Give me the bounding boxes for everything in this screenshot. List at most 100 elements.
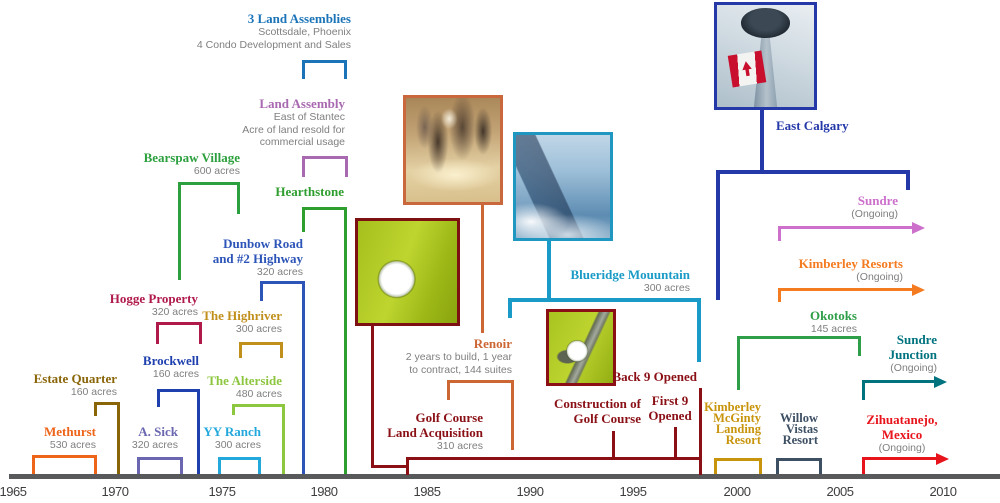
estate-quarter-label-line-1: 160 acres [70,386,117,398]
okotoks-bracket-left-leg [737,336,740,390]
axis-year-1975: 1975 [208,484,236,499]
kimberley-mcginty-bracket-top [714,458,762,461]
sundre-junction-arrow-line [862,380,934,383]
sundre-label-line-0: Sundre [857,193,898,208]
methurst-label: Methurst 530 acres [44,424,96,452]
back9-label: Back 9 Opened [612,369,697,384]
methurst-label-line-1: 530 acres [49,439,96,451]
methurst-label-line-0: Methurst [44,424,96,439]
willow-vistas-label-line-2: Resort [782,433,818,447]
brockwell-label-line-1: 160 acres [152,368,199,380]
methurst-bracket-right-leg [94,455,97,474]
yy-ranch-bracket-left-leg [218,457,221,474]
yy-ranch-bracket-right-leg [258,457,261,474]
alterside-label-line-0: The Alterside [207,373,282,388]
dunbow-bracket-left-leg [260,281,263,301]
sundre-arrow-leg [778,226,781,241]
land-assembly-label-line-1: East of Stantec [273,111,345,123]
three-land-assemblies-bracket-right-leg [344,60,347,79]
methurst-bracket-left-leg [32,455,35,474]
sundre-label: Sundre (Ongoing) [851,193,898,221]
golf-acquisition-label-line-1: Land Acquisition [387,425,483,440]
renoir-label-line-1: 2 years to build, 1 year [405,351,512,363]
willow-vistas-label-line-1: Vistas [785,422,818,436]
highriver-label-line-1: 300 acres [235,323,282,335]
golf-ball-photo-leg [371,325,374,468]
highriver-label-line-0: The Highriver [202,308,282,323]
alterside-bracket-top [232,404,285,407]
yy-ranch-bracket-top [218,457,261,460]
dunbow-label: Dunbow Road and #2 Highway 320 acres [213,236,303,279]
sundre-arrow-head [912,221,925,234]
highriver-label: The Highriver 300 acres [202,308,282,336]
golf-era-right-leg [699,388,702,475]
sundre-label-line-1: (Ongoing) [851,208,898,220]
a-sick-bracket-left-leg [137,457,140,474]
willow-vistas-bracket-left-leg [776,458,779,474]
east-calgary-label-line-0: East Calgary [776,118,849,133]
kimberley-mcginty-label-line-2: Landing [715,422,761,436]
willow-vistas-bracket-right-leg [819,458,822,474]
back9-label-line-0: Back 9 Opened [612,369,697,384]
golf-acquisition-label-line-2: 310 acres [436,440,483,452]
blueridge-bracket-left-leg [508,298,512,318]
kimberley-resorts-label-line-0: Kimberley Resorts [798,256,903,271]
blueridge-label: Blueridge Mouuntain 300 acres [570,267,690,295]
blueridge-bracket-right-leg [697,298,701,362]
golf-acquisition-label: Golf Course Land Acquisition 310 acres [387,410,483,453]
sundre-junction-label-line-2: (Ongoing) [890,362,937,374]
alterside-bracket-left-leg [232,404,235,415]
kimberley-mcginty-bracket-left-leg [714,458,717,474]
renoir-bracket-right-leg [511,380,514,450]
land-assembly-label: Land Assembly East of Stantec Acre of land… [242,96,345,149]
axis-year-2000: 2000 [723,484,751,499]
mall-crowd-photo [403,95,503,205]
first9-label-line-1: Opened [648,408,692,423]
mountain-photo-connector [547,240,551,298]
estate-quarter-bracket-top [94,402,120,405]
three-land-assemblies-label-line-2: 4 Condo Development and Sales [196,38,351,51]
kimberley-resorts-label: Kimberley Resorts (Ongoing) [799,256,903,284]
kimberley-resorts-arrow-head [912,283,925,296]
zihuatanejo-arrow-line [862,457,936,460]
construction-stub [612,431,615,459]
highriver-bracket-right-leg [280,342,283,358]
golf-acquisition-label-line-0: Golf Course [415,410,483,425]
axis-year-1990: 1990 [516,484,544,499]
zihuatanejo-label-line-2: (Ongoing) [878,442,926,454]
okotoks-bracket-right-leg [858,336,861,356]
kimberley-mcginty-label: Kimberley McGinty Landing Resort [704,401,761,447]
bearspaw-bracket-right-leg [237,182,240,214]
timeline-axis-bar [9,474,1000,479]
yy-ranch-label-line-0: YY Ranch [203,424,261,439]
brockwell-bracket-right-leg [197,389,200,474]
east-calgary-label: East Calgary [776,118,849,133]
tower-observation-pod [741,8,790,38]
methurst-bracket-top [32,455,97,458]
renoir-bracket-left-leg [447,380,450,400]
a-sick-label-line-1: 320 acres [131,439,178,451]
hearthstone-bracket-top [302,207,347,210]
highriver-bracket-top [239,342,283,345]
land-assembly-label-line-3: commercial usage [259,136,345,148]
zihuatanejo-arrow-leg [862,457,865,474]
golf-club-photo [546,309,616,386]
sundre-junction-label-line-0: Sundre [896,332,937,347]
dunbow-label-line-2: 320 acres [256,266,303,278]
three-land-assemblies-label: 3 Land Assemblies Scottsdale, Phoenix 4 Co… [197,11,351,51]
bearspaw-bracket-left-leg [178,182,181,280]
hearthstone-label: Hearthstone [275,184,344,199]
estate-quarter-label: Estate Quarter 160 acres [34,371,117,399]
tower-photo-connector [760,110,764,170]
kimberley-mcginty-label-line-1: McGinty [713,411,761,425]
willow-vistas-bracket-top [776,458,822,461]
east-calgary-bracket-left-leg [716,170,720,300]
alterside-label: The Alterside 480 acres [207,373,282,401]
golf-era-bar [406,457,702,460]
renoir-bracket-top [447,380,514,383]
three-land-assemblies-label-line-1: Scottsdale, Phoenix [258,26,351,38]
yy-ranch-label: YY Ranch 300 acres [203,424,261,452]
hogge-property-bracket-left-leg [156,322,159,344]
blueridge-label-line-0: Blueridge Mouuntain [570,267,690,282]
